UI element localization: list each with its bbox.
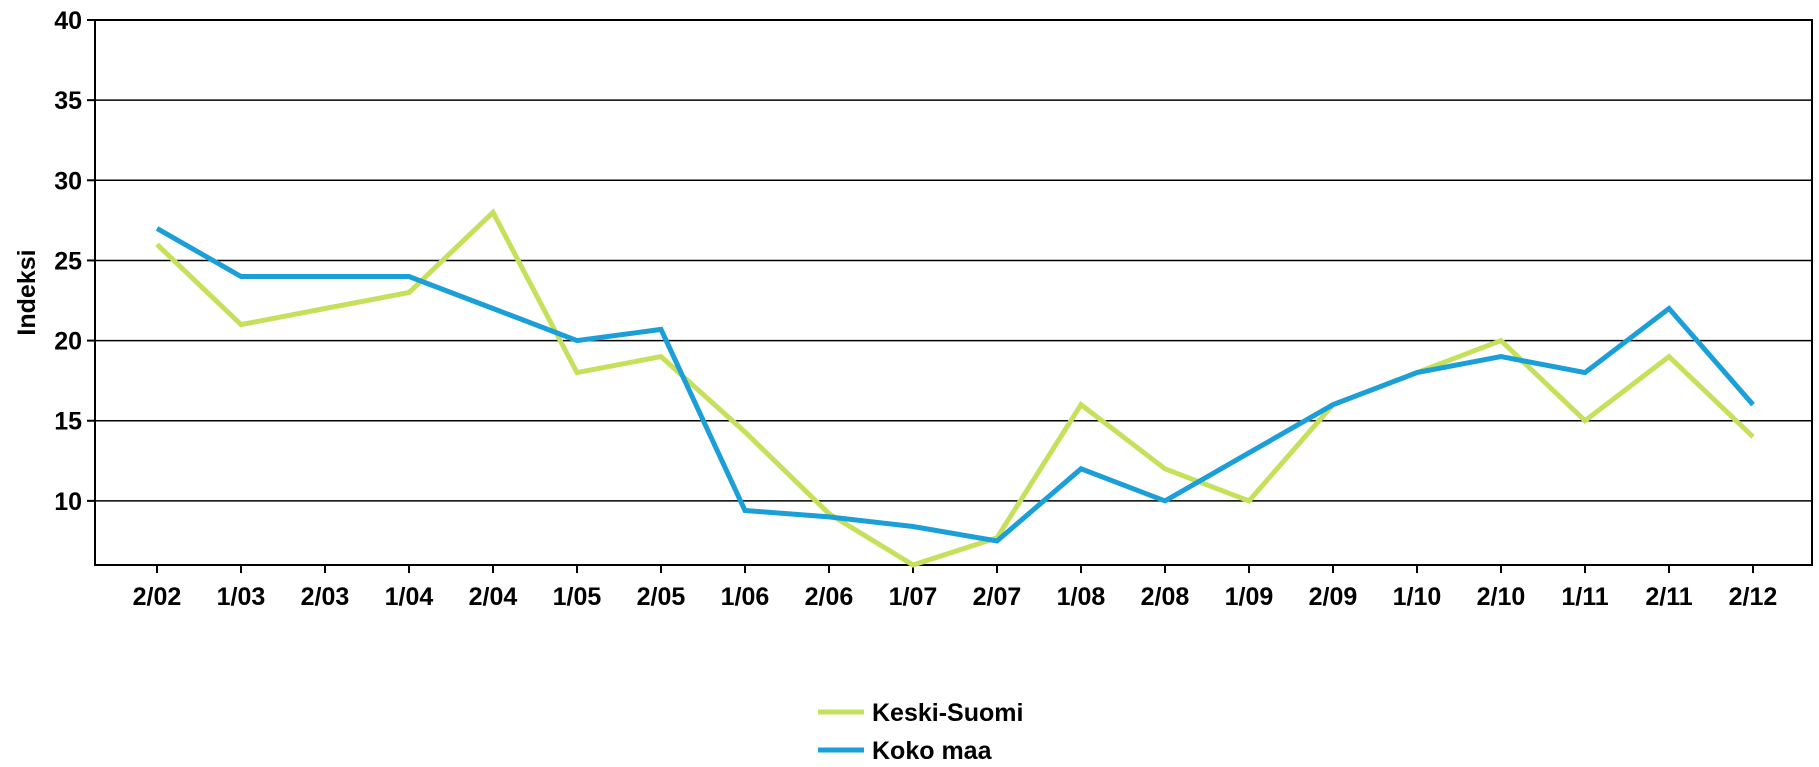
x-tick-label: 1/04 <box>385 583 434 611</box>
series-line-koko-maa <box>155 226 1755 544</box>
x-tick-label: 2/02 <box>133 583 182 611</box>
x-tick-label: 2/10 <box>1477 583 1526 611</box>
x-axis-ticks: 2/02 1/03 2/03 1/04 2/04 1/05 2/05 1/06 2/06 1/07… <box>133 565 1778 611</box>
y-axis-title: Indeksi <box>13 249 41 335</box>
x-tick-label: 2/04 <box>469 583 518 611</box>
x-tick-label: 2/12 <box>1729 583 1778 611</box>
x-tick-label: 2/05 <box>637 583 686 611</box>
x-tick-label: 1/06 <box>721 583 770 611</box>
y-tick-label: 15 <box>54 408 82 436</box>
x-tick-label: 1/09 <box>1225 583 1274 611</box>
y-tick-label: 25 <box>54 247 82 275</box>
x-tick-label: 2/06 <box>805 583 854 611</box>
x-tick-label: 2/03 <box>301 583 350 611</box>
y-tick-label: 35 <box>54 87 82 115</box>
x-tick-label: 1/03 <box>217 583 266 611</box>
series-lines <box>155 208 1755 568</box>
x-tick-label: 1/08 <box>1057 583 1106 611</box>
x-tick-label: 2/08 <box>1141 583 1190 611</box>
plot-area-frame <box>94 19 1813 566</box>
x-tick-label: 1/11 <box>1561 583 1608 611</box>
y-axis-ticks: 10 15 20 25 30 35 40 <box>54 7 95 516</box>
y-tick-label: 20 <box>54 328 82 356</box>
x-tick-label: 2/09 <box>1309 583 1358 611</box>
series-line-keski-suomi <box>155 208 1755 568</box>
legend-label: Koko maa <box>872 737 993 765</box>
x-tick-label: 2/11 <box>1645 583 1692 611</box>
x-tick-label: 1/07 <box>889 583 938 611</box>
legend-label: Keski-Suomi <box>872 699 1023 727</box>
legend: Keski-Suomi Koko maa <box>818 699 1023 765</box>
x-tick-label: 2/07 <box>973 583 1022 611</box>
y-tick-label: 40 <box>54 7 82 35</box>
y-tick-label: 30 <box>54 167 82 195</box>
x-tick-label: 1/10 <box>1393 583 1442 611</box>
y-tick-label: 10 <box>54 488 82 516</box>
gridlines <box>95 99 1812 502</box>
x-tick-label: 1/05 <box>553 583 602 611</box>
